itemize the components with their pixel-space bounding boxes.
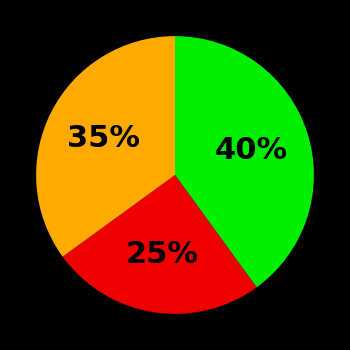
Text: 40%: 40% [215, 135, 288, 164]
Wedge shape [175, 36, 314, 287]
Text: 25%: 25% [126, 240, 199, 269]
Wedge shape [63, 175, 257, 314]
Wedge shape [36, 36, 175, 257]
Text: 35%: 35% [67, 124, 140, 153]
